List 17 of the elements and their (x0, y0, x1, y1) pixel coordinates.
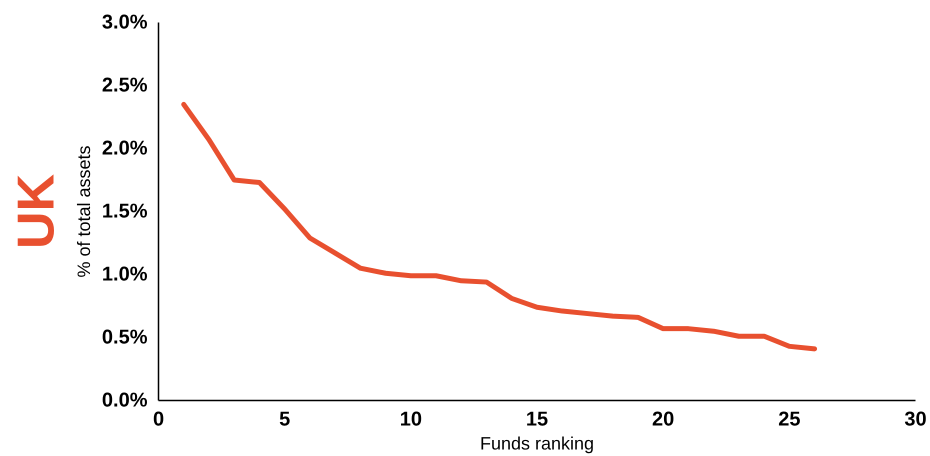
x-tick-label: 10 (400, 408, 422, 430)
y-tick-label: 1.5% (102, 200, 148, 222)
x-tick-label: 15 (526, 408, 548, 430)
x-axis-title: Funds ranking (480, 434, 594, 454)
x-tick-label: 25 (778, 408, 800, 430)
x-tick-label: 20 (652, 408, 674, 430)
y-tick-label: 0.5% (102, 326, 148, 348)
y-tick-label: 2.5% (102, 74, 148, 96)
x-tick-label: 0 (152, 408, 164, 430)
y-tick-label: 2.0% (102, 138, 148, 160)
x-tick-label: 5 (279, 408, 290, 430)
y-tick-label: 1.0% (102, 264, 148, 286)
text: UK (8, 174, 66, 250)
y-tick-label: 0.0% (102, 390, 148, 412)
y-tick-label: 3.0% (102, 12, 148, 34)
y-axis-title: % of total assets (74, 145, 94, 278)
x-tick-label: 30 (904, 408, 927, 430)
